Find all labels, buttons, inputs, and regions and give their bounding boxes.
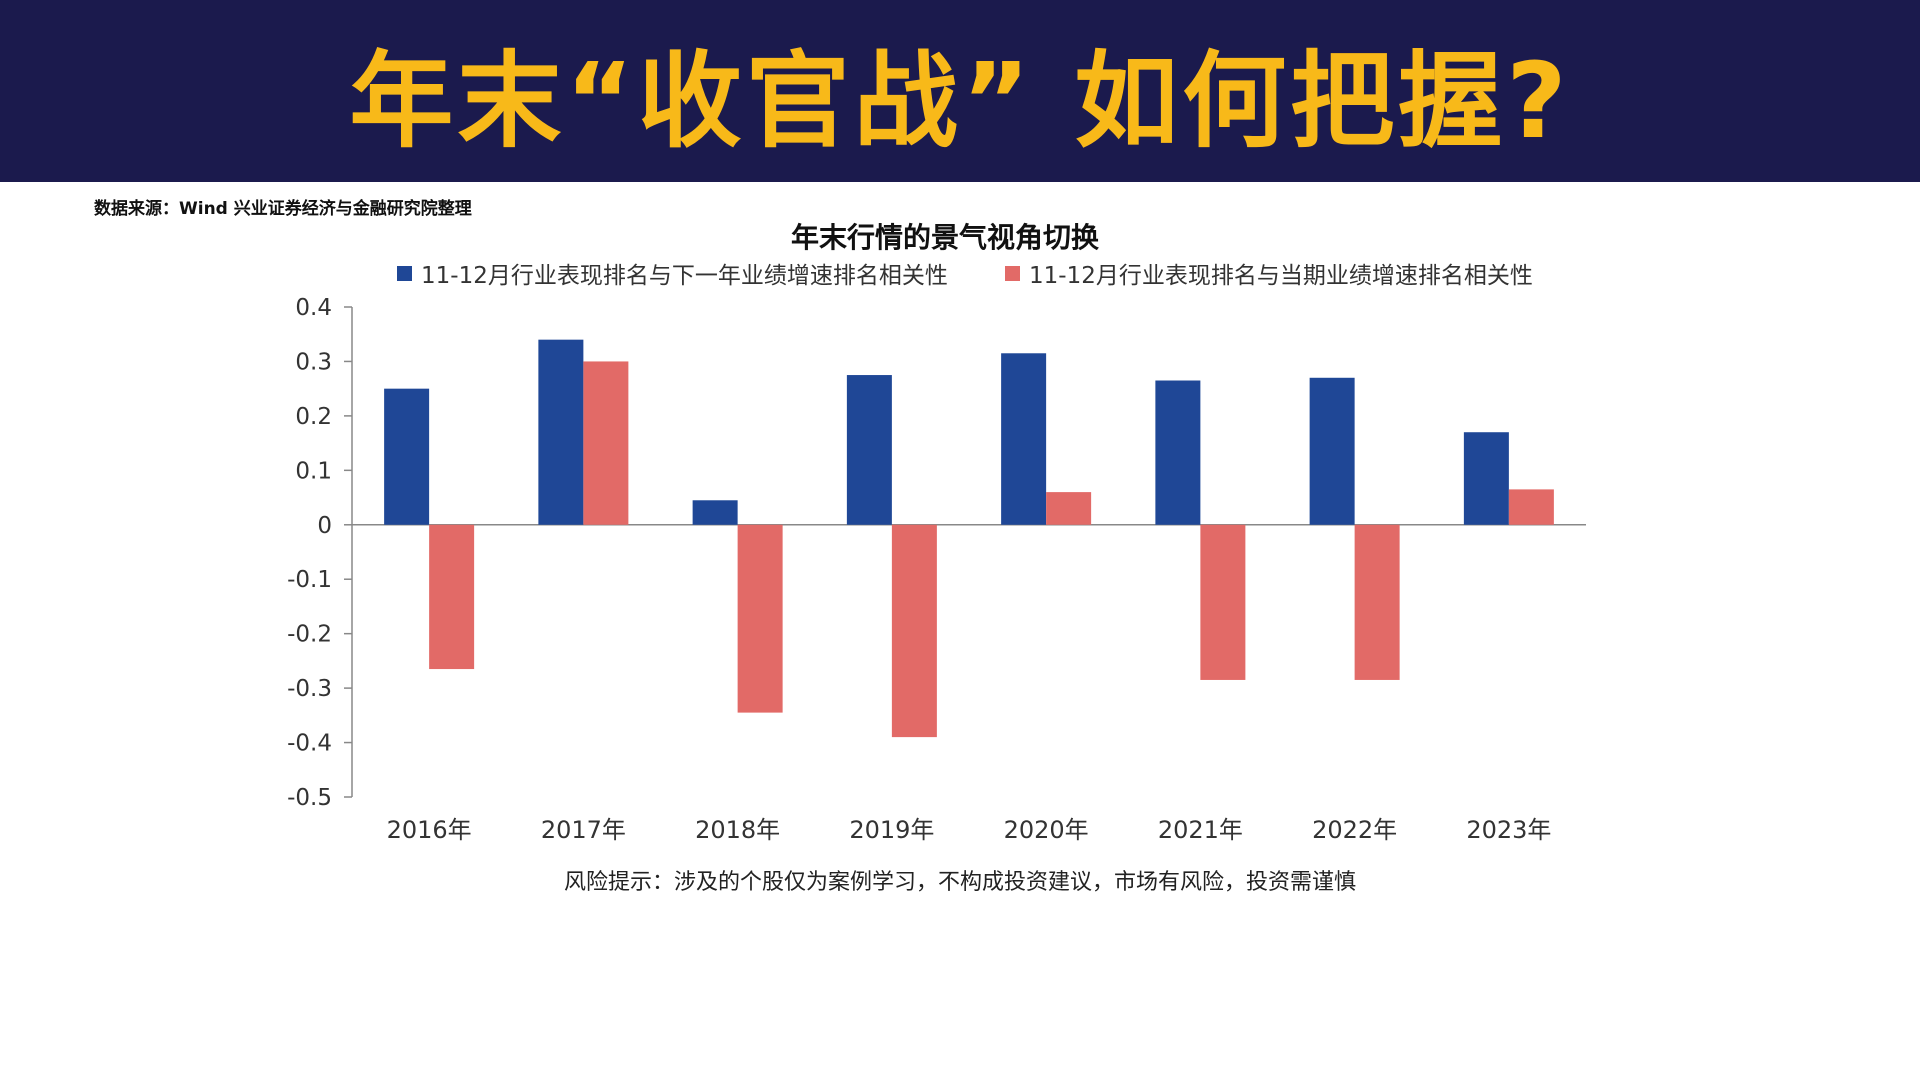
y-tick-label: 0.2	[295, 404, 332, 430]
x-tick-label: 2017年	[541, 816, 626, 844]
bar-series-2-2020年	[1046, 492, 1092, 525]
source-note: 数据来源：Wind 兴业证券经济与金融研究院整理	[94, 199, 472, 219]
legend-label-series-2: 11-12月行业表现排名与当期业绩增速排名相关性	[1029, 263, 1533, 289]
bar-series-1-2023年	[1463, 432, 1509, 525]
bar-series-1-2017年	[538, 339, 584, 525]
bar-series-1-2022年	[1309, 377, 1355, 525]
x-tick-label: 2022年	[1312, 816, 1397, 844]
x-tick-label: 2019年	[849, 816, 934, 844]
bar-series-2-2016年	[429, 524, 475, 670]
x-tick-label: 2021年	[1158, 816, 1243, 844]
bar-series-2-2021年	[1200, 524, 1246, 680]
x-tick-label: 2016年	[387, 816, 472, 844]
legend-label-series-1: 11-12月行业表现排名与下一年业绩增速排名相关性	[421, 263, 948, 289]
bar-series-2-2018年	[737, 524, 783, 713]
bar-series-1-2016年	[384, 388, 430, 525]
y-tick-label: -0.2	[287, 622, 332, 648]
y-tick-label: -0.4	[287, 731, 332, 757]
title-banner: 年末“收官战” 如何把握?	[0, 0, 1920, 182]
x-tick-label: 2018年	[695, 816, 780, 844]
y-tick-label: 0.3	[295, 349, 332, 375]
x-axis-labels: 2016年 2017年 2018年 2019年 2020年 2021年 2022年 2023年	[387, 816, 1552, 844]
chart-axes: 0.4 0.3 0.2 0.1 0 -0.1 -0.2 -0.3 -0.4 -0.5	[287, 295, 1586, 811]
risk-warning: 风险提示：涉及的个股仅为案例学习，不构成投资建议，市场有风险，投资需谨慎	[563, 870, 1356, 895]
bar-series-2-2022年	[1354, 524, 1400, 680]
bar-series-1-2021年	[1155, 380, 1201, 525]
page-title: 年末“收官战” 如何把握?	[349, 39, 1571, 162]
bar-series-2-2017年	[583, 361, 629, 525]
y-tick-label: -0.5	[287, 785, 332, 811]
y-tick-label: 0.1	[295, 458, 332, 484]
bar-series-1-2020年	[1001, 353, 1047, 525]
bar-series-2-2023年	[1508, 489, 1554, 525]
legend: 11-12月行业表现排名与下一年业绩增速排名相关性 11-12月行业表现排名与当…	[397, 263, 1533, 289]
bar-series-1-2019年	[846, 375, 892, 525]
bar-series-1-2018年	[692, 500, 738, 525]
x-tick-label: 2023年	[1466, 816, 1551, 844]
legend-swatch-series-2	[1005, 266, 1020, 281]
chart-bars	[384, 339, 1554, 738]
y-tick-label: 0	[317, 513, 332, 539]
legend-swatch-series-1	[397, 266, 412, 281]
y-tick-label: 0.4	[295, 295, 332, 321]
x-tick-label: 2020年	[1004, 816, 1089, 844]
chart-title: 年末行情的景气视角切换	[791, 221, 1100, 254]
y-tick-label: -0.1	[287, 567, 332, 593]
y-tick-label: -0.3	[287, 676, 332, 702]
bar-series-2-2019年	[891, 524, 937, 738]
